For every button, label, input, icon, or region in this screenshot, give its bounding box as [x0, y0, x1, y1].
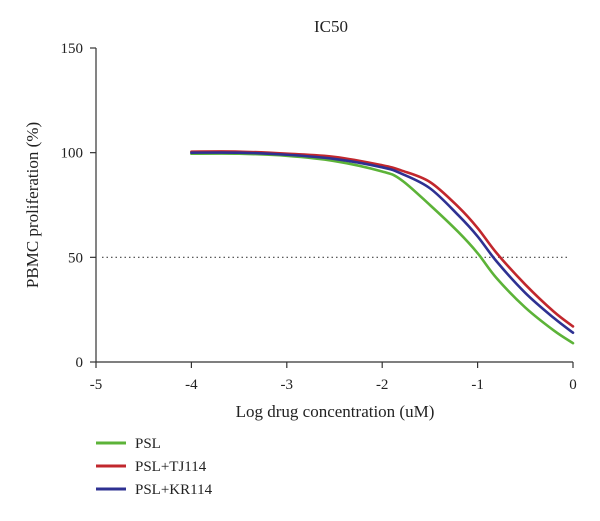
series-line-psl — [190, 152, 575, 345]
x-tick-label: -1 — [471, 377, 484, 393]
y-tick-label: 50 — [68, 250, 83, 266]
x-tick-label: -5 — [90, 377, 103, 393]
legend-label-psl-kr114: PSL+KR114 — [135, 482, 213, 498]
y-tick-label: 100 — [61, 146, 84, 162]
axis-ticks: 0 50 100 150 -5 -4 -3 -2 -1 0 — [61, 41, 577, 393]
x-axis-label: Log drug concentration (uM) — [236, 402, 435, 421]
y-axis-label: PBMC proliferation (%) — [23, 122, 42, 288]
x-tick-label: -4 — [185, 377, 198, 393]
x-tick-label: 0 — [569, 377, 577, 393]
x-tick-label: -2 — [376, 377, 389, 393]
chart-title: IC50 — [314, 17, 348, 36]
y-tick-label: 150 — [61, 41, 84, 57]
legend-label-psl: PSL — [135, 436, 161, 452]
legend: PSL PSL+TJ114 PSL+KR114 — [96, 436, 213, 498]
y-tick-label: 0 — [76, 355, 84, 371]
legend-label-psl-tj114: PSL+TJ114 — [135, 459, 207, 475]
series-line-psl-kr114 — [190, 151, 575, 334]
x-tick-label: -3 — [281, 377, 294, 393]
series-layer — [190, 150, 575, 345]
